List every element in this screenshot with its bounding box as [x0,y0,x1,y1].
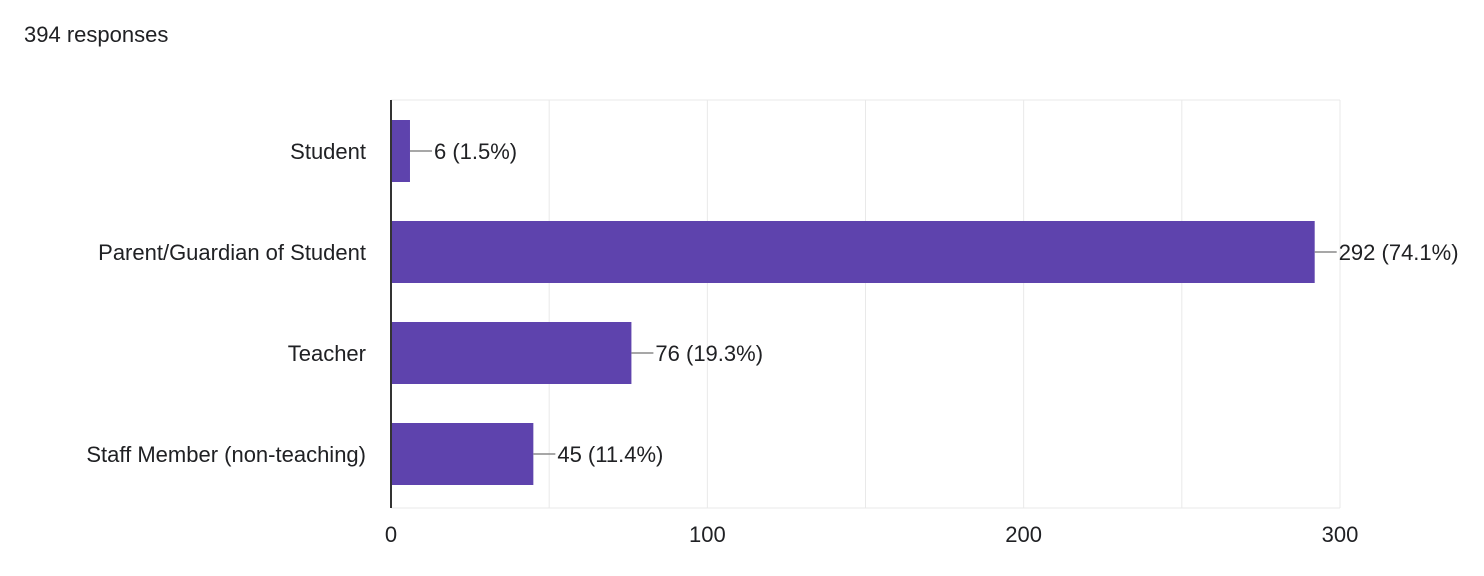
data-label: 292 (74.1%) [1339,240,1459,265]
x-tick-label: 100 [689,522,726,547]
bar-1 [391,221,1315,283]
data-label: 6 (1.5%) [434,139,517,164]
category-label: Student [290,139,366,164]
category-label: Parent/Guardian of Student [98,240,366,265]
bar-3 [391,423,534,485]
x-tick-label: 0 [385,522,397,547]
category-label: Staff Member (non-teaching) [86,442,366,467]
data-label: 45 (11.4%) [557,442,663,467]
responses-count: 394 responses [24,22,169,47]
x-tick-label: 300 [1322,522,1359,547]
bar-0 [391,120,410,182]
bar-2 [391,322,632,384]
bars [391,120,1315,485]
grid-lines [391,99,1341,509]
category-label: Teacher [288,341,366,366]
data-label: 76 (19.3%) [655,341,763,366]
x-tick-label: 200 [1005,522,1042,547]
labels: Student 6 (1.5%) Parent/Guardian of Studen… [86,139,1458,547]
